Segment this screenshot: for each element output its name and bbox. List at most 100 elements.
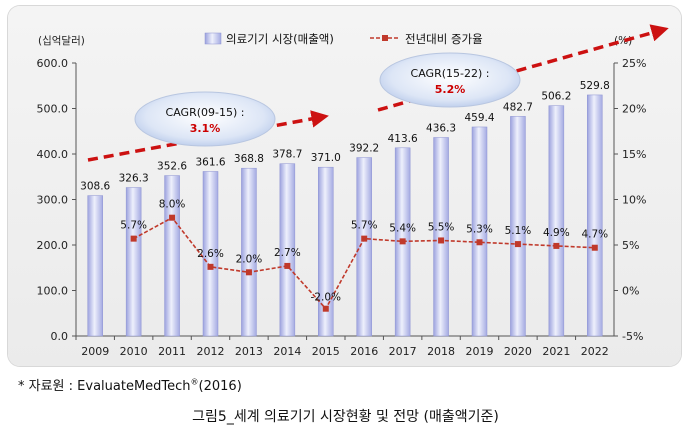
growth-rate-label: -2.0% — [311, 292, 341, 304]
combo-chart: 0.0 100.0 200.0 300.0 400.0 500.0 600.0 -5% 0% 5%… — [37, 24, 669, 358]
cagr-bubble — [379, 52, 521, 108]
cagr-value: 5.2% — [435, 83, 466, 96]
legend-bar-swatch — [204, 32, 222, 45]
x-tick-label: 2018 — [427, 345, 455, 358]
growth-rate-label: 5.4% — [389, 222, 416, 234]
x-tick-label: 2016 — [350, 345, 378, 358]
y-tick-label-right: 15% — [622, 148, 646, 161]
bar-value-label: 436.3 — [426, 122, 456, 134]
source-text: EvaluateMedTech — [77, 379, 191, 394]
growth-rate-label: 5.7% — [351, 220, 378, 232]
x-tick-label: 2019 — [466, 345, 494, 358]
y-tick-label-right: 20% — [622, 103, 646, 116]
growth-rate-label: 5.3% — [466, 223, 493, 235]
bar-value-label: 361.6 — [195, 156, 225, 168]
x-tick-label: 2015 — [312, 345, 340, 358]
x-tick-label: 2011 — [158, 345, 186, 358]
legend-bar-label: 의료기기 시장(매출액) — [226, 32, 334, 46]
y-tick-label-left: 0.0 — [51, 330, 69, 343]
bar-value-label: 352.6 — [157, 161, 187, 173]
bar-value-label: 506.2 — [541, 91, 571, 103]
y-tick-label-left: 100.0 — [37, 285, 69, 298]
growth-rate-point — [361, 235, 368, 242]
x-tick-label: 2022 — [581, 345, 609, 358]
growth-rate-label: 2.6% — [197, 248, 224, 260]
bar — [548, 105, 565, 337]
bar — [318, 166, 334, 337]
growth-rate-point — [553, 242, 560, 249]
bar — [356, 157, 372, 337]
y-tick-label-right: 25% — [622, 57, 646, 70]
y-tick-label-right: -5% — [622, 330, 643, 343]
bar-value-label: 326.3 — [119, 173, 149, 185]
legend-line-marker — [382, 35, 388, 41]
growth-rate-label: 4.7% — [581, 229, 608, 241]
x-tick-label: 2013 — [235, 345, 263, 358]
y-tick-label-right: 10% — [622, 194, 646, 207]
x-tick-label: 2009 — [81, 345, 109, 358]
growth-rate-point — [130, 235, 137, 242]
growth-rate-point — [284, 262, 291, 269]
bar-value-label: 482.7 — [503, 101, 533, 113]
y-tick-label-left: 600.0 — [37, 57, 69, 70]
x-tick-label: 2017 — [389, 345, 417, 358]
bar — [241, 167, 257, 337]
bar-value-label: 371.0 — [311, 152, 341, 164]
cagr-label: CAGR(15-22) : — [411, 67, 490, 80]
source-note: * 자료원 : EvaluateMedTech®(2016) — [18, 375, 242, 394]
bar — [202, 171, 219, 337]
source-year: (2016) — [198, 379, 242, 394]
legend-line-label: 전년대비 증가율 — [405, 32, 483, 46]
growth-rate-label: 5.1% — [505, 225, 532, 237]
x-tick-label: 2020 — [504, 345, 532, 358]
bar-value-label: 368.8 — [234, 153, 264, 165]
bar — [279, 163, 296, 337]
growth-rate-point — [245, 269, 252, 276]
y-axis-unit-left: (십억달러) — [38, 35, 85, 47]
source-label: * 자료원 : — [18, 379, 78, 394]
x-tick-label: 2010 — [120, 345, 148, 358]
growth-rate-label: 5.7% — [120, 220, 147, 232]
growth-rate-point — [322, 305, 329, 312]
y-tick-label-left: 400.0 — [37, 148, 69, 161]
growth-rate-label: 2.0% — [236, 253, 263, 265]
x-tick-label: 2021 — [542, 345, 570, 358]
cagr-value: 3.1% — [190, 122, 221, 135]
source-registered-mark: ® — [190, 377, 199, 387]
x-tick-label: 2014 — [273, 345, 301, 358]
bar-value-label: 413.6 — [388, 133, 418, 145]
bar — [510, 116, 526, 337]
bar-value-label: 529.8 — [580, 80, 610, 92]
bar-value-label: 378.7 — [272, 149, 302, 161]
cagr-annotation: CAGR(09-15) : 3.1% — [134, 91, 276, 147]
bar — [164, 175, 180, 337]
bar — [87, 195, 103, 337]
growth-rate-point — [591, 244, 598, 251]
growth-rate-point — [399, 238, 406, 245]
growth-rate-point — [207, 263, 214, 270]
growth-rate-label: 2.7% — [274, 247, 301, 259]
bar-value-label: 392.2 — [349, 143, 379, 155]
growth-rate-point — [169, 214, 176, 221]
y-tick-label-right: 0% — [622, 285, 639, 298]
growth-rate-label: 4.9% — [543, 227, 570, 239]
y-tick-label-left: 500.0 — [37, 103, 69, 116]
cagr-annotation: CAGR(15-22) : 5.2% — [379, 52, 521, 108]
bar — [125, 187, 142, 337]
growth-rate-point — [476, 239, 483, 246]
bar — [471, 126, 488, 337]
bar — [433, 137, 449, 337]
y-tick-label-right: 5% — [622, 239, 639, 252]
x-tick-label: 2012 — [197, 345, 225, 358]
growth-rate-point — [514, 241, 521, 248]
bar — [587, 94, 603, 337]
bar-value-label: 459.4 — [464, 112, 494, 124]
y-tick-label-left: 300.0 — [37, 194, 69, 207]
y-tick-label-left: 200.0 — [37, 239, 69, 252]
bar-value-label: 308.6 — [80, 181, 110, 193]
figure-caption: 그림5_세계 의료기기 시장현황 및 전망 (매출액기준) — [192, 409, 499, 425]
chart-frame — [8, 6, 681, 366]
growth-rate-label: 5.5% — [428, 221, 455, 233]
growth-rate-label: 8.0% — [159, 199, 186, 211]
cagr-label: CAGR(09-15) : — [166, 106, 245, 119]
